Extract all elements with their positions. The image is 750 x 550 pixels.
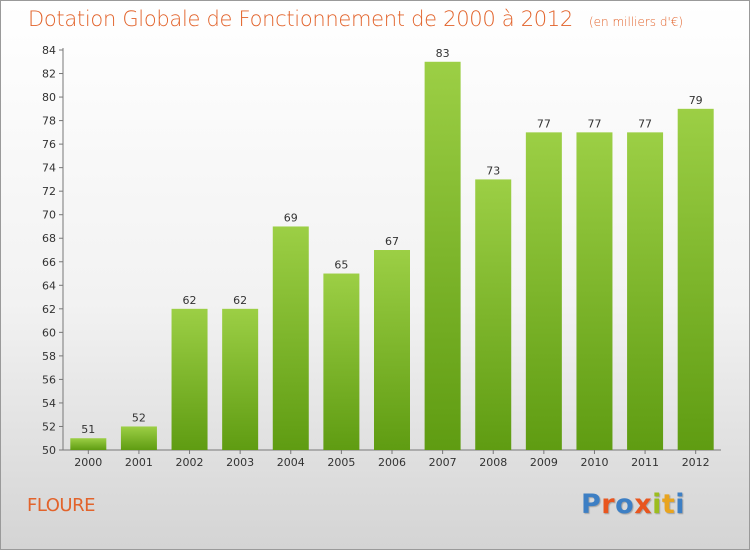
y-tick-label: 52 bbox=[42, 420, 56, 433]
value-label-2003: 62 bbox=[233, 294, 247, 307]
bar-2001 bbox=[120, 426, 157, 450]
logo-letter: r bbox=[601, 489, 616, 520]
logo-letter: x bbox=[634, 489, 653, 520]
value-label-2000: 51 bbox=[81, 423, 95, 436]
value-label-2008: 73 bbox=[486, 164, 500, 177]
bar-2009 bbox=[525, 132, 562, 450]
commune-name: FLOURE bbox=[27, 495, 95, 516]
value-label-2011: 77 bbox=[638, 117, 652, 130]
x-tick-label-2000: 2000 bbox=[74, 456, 102, 469]
value-label-2009: 77 bbox=[537, 117, 551, 130]
value-label-2006: 67 bbox=[385, 235, 399, 248]
y-tick-label: 68 bbox=[42, 232, 56, 245]
x-tick-label-2011: 2011 bbox=[631, 456, 659, 469]
bar-2006 bbox=[374, 250, 410, 450]
x-tick-label-2012: 2012 bbox=[682, 456, 710, 469]
y-tick-label: 74 bbox=[42, 162, 56, 175]
logo-letter: o bbox=[615, 489, 635, 520]
x-tick-label-2008: 2008 bbox=[479, 456, 507, 469]
x-tick-label-2001: 2001 bbox=[125, 456, 153, 469]
bar-2000 bbox=[70, 438, 107, 450]
bar-2008 bbox=[475, 179, 512, 451]
value-label-2004: 69 bbox=[284, 211, 298, 224]
y-tick-label: 66 bbox=[42, 256, 56, 269]
x-tick-label-2004: 2004 bbox=[277, 456, 305, 469]
title-text: Dotation Globale de Fonctionnement de 20… bbox=[28, 7, 573, 31]
x-tick-label-2010: 2010 bbox=[580, 456, 608, 469]
bar-2010 bbox=[576, 132, 613, 450]
proxiti-logo: Proxiti bbox=[581, 489, 685, 520]
y-tick-label: 72 bbox=[42, 185, 56, 198]
y-tick-label: 80 bbox=[42, 91, 56, 104]
value-label-2002: 62 bbox=[183, 294, 197, 307]
bar-2002 bbox=[171, 308, 208, 450]
y-tick-label: 82 bbox=[42, 68, 56, 81]
x-tick-label-2002: 2002 bbox=[176, 456, 204, 469]
logo-letter: P bbox=[581, 489, 602, 520]
logo-letter: t bbox=[661, 489, 676, 520]
y-tick-label: 56 bbox=[42, 373, 56, 386]
value-label-2005: 65 bbox=[334, 259, 348, 272]
logo-letter: i bbox=[675, 489, 686, 520]
value-label-2010: 77 bbox=[587, 117, 601, 130]
bar-2003 bbox=[222, 308, 259, 450]
y-tick-label: 62 bbox=[42, 303, 56, 316]
x-tick-label-2009: 2009 bbox=[530, 456, 558, 469]
bar-2005 bbox=[323, 273, 360, 450]
y-tick-label: 78 bbox=[42, 115, 56, 128]
y-tick-label: 70 bbox=[42, 209, 56, 222]
x-tick-label-2005: 2005 bbox=[327, 456, 355, 469]
bar-2012 bbox=[677, 108, 714, 450]
y-tick-label: 58 bbox=[42, 350, 56, 363]
chart-title: Dotation Globale de Fonctionnement de 20… bbox=[28, 7, 683, 31]
y-tick-label: 84 bbox=[42, 44, 56, 57]
x-tick-label-2003: 2003 bbox=[226, 456, 254, 469]
y-tick-label: 60 bbox=[42, 326, 56, 339]
bar-2011 bbox=[627, 132, 664, 450]
y-tick-label: 54 bbox=[42, 397, 56, 410]
title-unit: (en milliers d'€) bbox=[588, 15, 684, 29]
x-tick-label-2006: 2006 bbox=[378, 456, 406, 469]
value-label-2007: 83 bbox=[436, 47, 450, 60]
bar-2007 bbox=[424, 61, 461, 450]
y-tick-label: 76 bbox=[42, 138, 56, 151]
bar-2004 bbox=[272, 226, 309, 450]
logo-letter: i bbox=[652, 489, 662, 520]
y-tick-label: 50 bbox=[42, 444, 56, 457]
x-tick-label-2007: 2007 bbox=[429, 456, 457, 469]
y-tick-label: 64 bbox=[42, 279, 56, 292]
value-label-2012: 79 bbox=[689, 94, 703, 107]
value-label-2001: 52 bbox=[132, 411, 146, 424]
